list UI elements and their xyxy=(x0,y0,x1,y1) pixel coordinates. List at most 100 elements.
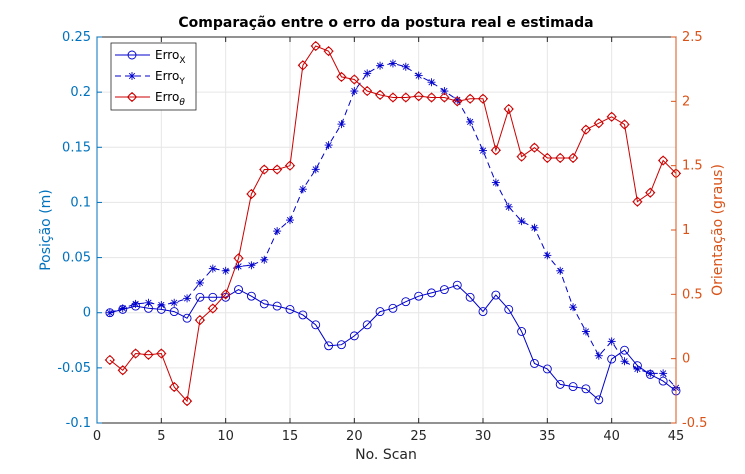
x-tick-label: 5 xyxy=(157,429,165,444)
y-right-tick-label: 1.5 xyxy=(682,159,703,174)
data-point xyxy=(170,298,179,307)
data-point xyxy=(530,358,539,368)
data-point xyxy=(465,292,475,302)
x-tick-label: 35 xyxy=(539,429,556,444)
x-tick-label: 45 xyxy=(668,429,685,444)
data-point xyxy=(594,351,603,360)
data-point xyxy=(659,369,668,378)
data-point xyxy=(350,87,359,96)
x-tick-label: 40 xyxy=(603,429,620,444)
data-point xyxy=(376,61,385,70)
data-point xyxy=(439,285,449,295)
data-point xyxy=(285,304,295,314)
data-point xyxy=(491,178,500,187)
data-point xyxy=(504,202,513,211)
x-tick-label: 10 xyxy=(217,429,234,444)
y-right-tick-label: 1 xyxy=(682,223,690,238)
y-left-tick-label: 0.15 xyxy=(62,140,91,155)
legend-marker xyxy=(128,72,136,80)
data-point xyxy=(169,307,179,317)
data-point xyxy=(337,340,346,350)
data-point xyxy=(427,288,436,298)
data-point xyxy=(183,294,192,303)
data-point xyxy=(363,69,372,78)
data-point xyxy=(221,266,230,275)
data-point xyxy=(311,320,321,330)
data-point xyxy=(440,87,449,96)
data-point xyxy=(646,369,655,378)
data-point xyxy=(581,327,590,336)
data-point xyxy=(273,227,282,236)
x-tick-label: 30 xyxy=(475,429,492,444)
x-tick-label: 25 xyxy=(410,429,427,444)
series-layer xyxy=(104,40,682,407)
data-point xyxy=(375,307,385,317)
legend-label: Erroθ xyxy=(155,90,185,108)
y-right-tick-label: 2.5 xyxy=(682,30,703,45)
data-point xyxy=(247,261,256,270)
y-axis-label-right: Orientação (graus) xyxy=(710,164,726,296)
data-point xyxy=(234,285,243,295)
data-point xyxy=(195,292,205,302)
data-point xyxy=(414,291,424,301)
axes: 0 5 10 15 20 25 30 35 40 45-0.1-0.0500.050.10.150… xyxy=(57,30,707,444)
data-point xyxy=(286,216,294,225)
data-point xyxy=(131,299,140,308)
legend-label: ErroX xyxy=(155,48,186,66)
y-axis-label-left: Posição (m) xyxy=(38,189,54,271)
data-point xyxy=(208,292,218,302)
data-point xyxy=(362,320,372,330)
data-point xyxy=(607,354,617,364)
legend: ErroX ErroY Erroθ xyxy=(110,42,197,111)
chart-title: Comparação entre o erro da postura real … xyxy=(178,15,593,31)
data-point xyxy=(620,357,629,366)
data-point xyxy=(349,331,359,341)
data-point xyxy=(491,290,501,300)
data-point xyxy=(543,251,552,260)
data-point xyxy=(118,304,127,313)
data-point xyxy=(388,59,397,68)
data-point xyxy=(260,255,269,264)
x-tick-label: 0 xyxy=(93,429,101,444)
data-point xyxy=(105,308,114,317)
data-point xyxy=(427,78,436,87)
y-left-tick-label: 0 xyxy=(83,306,91,321)
y-right-tick-label: -0.5 xyxy=(682,416,707,431)
data-point xyxy=(530,223,539,232)
data-point xyxy=(607,337,616,346)
legend-marker xyxy=(127,50,137,60)
data-point xyxy=(452,280,462,290)
data-point xyxy=(466,117,475,126)
data-point xyxy=(208,264,217,273)
data-point xyxy=(633,364,642,373)
data-point xyxy=(478,307,488,317)
y-left-tick-label: -0.1 xyxy=(66,416,91,431)
legend-label: ErroY xyxy=(155,69,185,87)
data-point xyxy=(479,146,487,155)
data-point xyxy=(337,120,346,129)
y-right-tick-label: 0 xyxy=(682,352,690,367)
series-line xyxy=(109,45,677,403)
data-point xyxy=(182,313,192,323)
x-tick-label: 15 xyxy=(282,429,299,444)
data-point xyxy=(504,304,514,314)
data-point xyxy=(259,299,269,309)
data-point xyxy=(157,300,166,309)
data-point xyxy=(311,165,320,174)
x-tick-label: 20 xyxy=(346,429,363,444)
data-point xyxy=(414,71,423,80)
data-point xyxy=(246,291,256,301)
x-axis-label: No. Scan xyxy=(355,447,417,463)
y-left-tick-label: -0.05 xyxy=(57,361,91,376)
data-point xyxy=(568,382,578,392)
data-point xyxy=(517,327,527,336)
data-point xyxy=(144,298,153,307)
y-left-tick-label: 0.05 xyxy=(62,251,91,266)
data-point xyxy=(401,297,411,307)
series-erro-1 xyxy=(105,59,680,392)
data-point xyxy=(581,384,591,394)
data-point xyxy=(272,301,282,311)
data-point xyxy=(556,266,565,275)
series-erro-2 xyxy=(104,40,682,407)
